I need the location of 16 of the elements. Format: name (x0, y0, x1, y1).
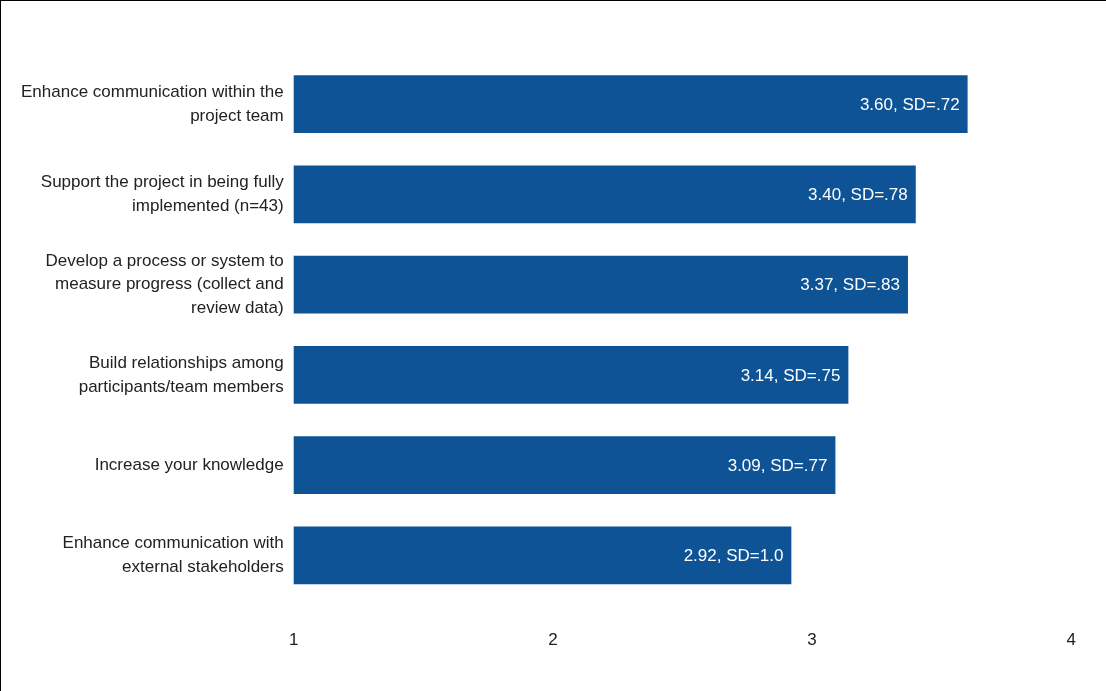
data-label: 3.14, SD=.75 (740, 365, 841, 385)
y-tick-label: Enhance communication with external stakeholders (62, 533, 284, 577)
y-tick-label: Enhance communication within the project team (21, 81, 284, 125)
data-label: 3.40, SD=.78 (808, 185, 908, 205)
data-label: 2.92, SD=1.0 (683, 546, 784, 566)
y-tick-label: Increase your knowledge (94, 454, 284, 474)
x-tick-label: 2 (548, 630, 558, 650)
data-label: 3.09, SD=.77 (727, 455, 828, 475)
data-label: 3.60, SD=.72 (859, 94, 960, 114)
y-tick-label: Develop a process or system to measure progress (collect and review data) (45, 250, 284, 318)
x-tick-label: 1 (288, 630, 299, 650)
x-tick-label: 3 (807, 630, 817, 650)
data-label: 3.37, SD=.83 (800, 275, 900, 295)
y-tick-label: Support the project in being fully implemented (n=43) (40, 172, 285, 215)
x-tick-label: 4 (1066, 630, 1077, 650)
y-tick-label: Build relationships among participants/team members (78, 352, 284, 396)
